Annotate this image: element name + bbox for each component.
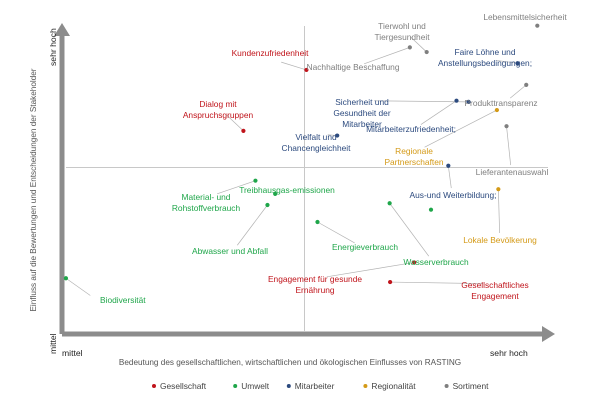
legend-label-3: Regionalität: [371, 381, 416, 391]
point-label-sicherheit-und-gesundheit-der-mitarbeiter: Sicherheit und Gesundheit der Mitarbeiter: [333, 97, 390, 129]
data-point-material-und-rohstoffverbrauch: [253, 178, 258, 183]
data-point-treibhausgas-emissionen: [273, 191, 278, 196]
data-point-mitarbeiterzufriedenheit: [454, 98, 459, 103]
leader-line-sicherheit-und-gesundheit-der-mitarbeiter: [373, 100, 469, 103]
data-point-wasserverbrauch: [387, 201, 392, 206]
x-tick-low: mittel: [62, 348, 83, 358]
leader-line-aus-und-weiterbildung: [447, 165, 452, 189]
leader-line-tierwohl-und-tiergesundheit: [410, 36, 427, 53]
leader-line-lieferantenauswahl: [506, 126, 512, 166]
point-label-engagement-für-gesunde-ernährung: Engagement für gesunde Ernährung: [268, 274, 362, 295]
leader-line-lokale-bevölkerung: [497, 189, 500, 234]
point-label-vielfalt-und-chancengleichheit: Vielfalt und Chancengleichheit: [282, 132, 352, 153]
data-points: [63, 23, 540, 285]
legend-marker-2: [286, 384, 291, 388]
point-label-nachhaltige-beschaffung: Nachhaltige Beschaffung: [307, 62, 400, 72]
data-point-wasserverbrauch: [428, 207, 434, 212]
point-label-tierwohl-und-tiergesundheit: Tierwohl und Tiergesundheit: [374, 21, 430, 42]
leader-line-gesellschaftliches-engagement: [390, 281, 484, 285]
legend-label-0: Gesellschaft: [160, 381, 207, 391]
legend: Gesellschaft Umwelt Mitarbeiter Regionalitä…: [152, 381, 489, 391]
data-point-lieferantenauswahl: [504, 124, 509, 129]
midline-grid: [66, 26, 548, 331]
leader-line-dialog-mit-anspruchsgruppen: [226, 114, 244, 132]
data-point-lebensmittelsicherheit: [535, 23, 540, 28]
data-point-regionale-partnerschaften: [494, 107, 499, 113]
leader-line-kundenzufriedenheit: [281, 61, 307, 71]
data-point-engagement-für-gesunde-ernährung: [412, 260, 417, 265]
point-label-kundenzufriedenheit: Kundenzufriedenheit: [232, 48, 310, 58]
data-point-lokale-bevölkerung: [496, 187, 501, 192]
leader-lines: [65, 36, 527, 296]
point-label-material-und-rohstoffverbrauch: Material- und Rohstoffverbrauch: [172, 192, 241, 213]
point-label-aus-und-weiterbildung: Aus-und Weiterbildung;: [410, 190, 497, 200]
point-label-regionale-partnerschaften: Regionale Partnerschaften: [384, 146, 443, 167]
data-point-kundenzufriedenheit: [304, 67, 309, 73]
data-point-gesellschaftliches-engagement: [388, 279, 393, 285]
data-point-faire-löhne-und-anstellungsbedingungen: [515, 61, 520, 66]
x-axis-title: Bedeutung des gesellschaftlichen, wirtsc…: [119, 358, 461, 367]
point-label-lokale-bevölkerung: Lokale Bevölkerung: [463, 235, 537, 245]
legend-marker-4: [444, 384, 449, 388]
leader-line-wasserverbrauch: [389, 203, 430, 257]
axes: [54, 23, 555, 342]
leader-line-produkttransparenz: [509, 84, 527, 99]
point-label-energieverbrauch: Energieverbrauch: [332, 242, 398, 252]
point-label-produkttransparenz: Produkttransparenz: [464, 98, 537, 108]
leader-line-faire-löhne-und-anstellungsbedingungen: [496, 60, 518, 64]
data-point-abwasser-und-abfall: [265, 202, 270, 208]
leader-line-biodiversität: [65, 277, 91, 296]
legend-label-1: Umwelt: [241, 381, 270, 391]
y-axis-arrowhead: [54, 23, 70, 36]
y-tick-high: sehr hoch: [48, 28, 58, 66]
point-label-abwasser-und-abfall: Abwasser und Abfall: [192, 246, 268, 256]
point-label-dialog-mit-anspruchsgruppen: Dialog mit Anspruchsgruppen: [183, 99, 254, 120]
data-point-energieverbrauch: [315, 219, 320, 225]
point-label-lieferantenauswahl: Lieferantenauswahl: [476, 167, 549, 177]
legend-marker-1: [233, 384, 238, 388]
point-label-lebensmittelsicherheit: Lebensmittelsicherheit: [483, 12, 567, 22]
leader-line-abwasser-und-abfall: [237, 204, 268, 246]
data-point-biodiversität: [63, 276, 69, 281]
data-point-dialog-mit-anspruchsgruppen: [241, 128, 246, 133]
legend-marker-0: [152, 384, 156, 388]
legend-label-4: Sortiment: [453, 381, 490, 391]
leader-line-nachhaltige-beschaffung: [364, 47, 410, 65]
leader-line-energieverbrauch: [317, 221, 355, 244]
point-label-faire-löhne-und-anstellungsbedingungen: Faire Löhne und Anstellungsbedingungen;: [438, 47, 532, 68]
leader-line-engagement-für-gesunde-ernährung: [326, 262, 415, 278]
data-point-nachhaltige-beschaffung: [407, 45, 412, 50]
data-point-sicherheit-und-gesundheit-der-mitarbeiter: [466, 99, 471, 104]
leader-line-mitarbeiterzufriedenheit: [420, 100, 457, 125]
point-label-wasserverbrauch: Wasserverbrauch: [403, 257, 469, 267]
point-label-mitarbeiterzufriedenheit: Mitarbeiterzufriedenheit;: [366, 124, 456, 134]
point-label-treibhausgas-emissionen: Treibhausgas-emissionen: [239, 185, 335, 195]
point-label-gesellschaftliches-engagement: Gesellschaftliches Engagement: [461, 280, 529, 301]
point-label-biodiversität: Biodiversität: [100, 295, 146, 305]
legend-label-2: Mitarbeiter: [295, 381, 335, 391]
x-tick-high: sehr hoch: [490, 348, 528, 358]
leader-line-regionale-partnerschaften: [424, 109, 498, 148]
point-labels: Kundenzufriedenheit Dialog mit Anspruchsgr…: [100, 12, 567, 305]
data-point-aus-und-weiterbildung: [446, 163, 451, 168]
legend-marker-3: [363, 384, 368, 388]
data-point-tierwohl-und-tiergesundheit: [424, 49, 429, 55]
data-point-produkttransparenz: [524, 82, 529, 87]
y-axis-title: Einfluss auf die Bewertungen und Entsche…: [29, 68, 38, 311]
x-axis-arrowhead: [542, 326, 555, 342]
data-point-vielfalt-und-chancengleichheit: [335, 133, 340, 138]
leader-line-material-und-rohstoffverbrauch: [217, 180, 256, 195]
y-tick-low: mittel: [48, 333, 58, 354]
